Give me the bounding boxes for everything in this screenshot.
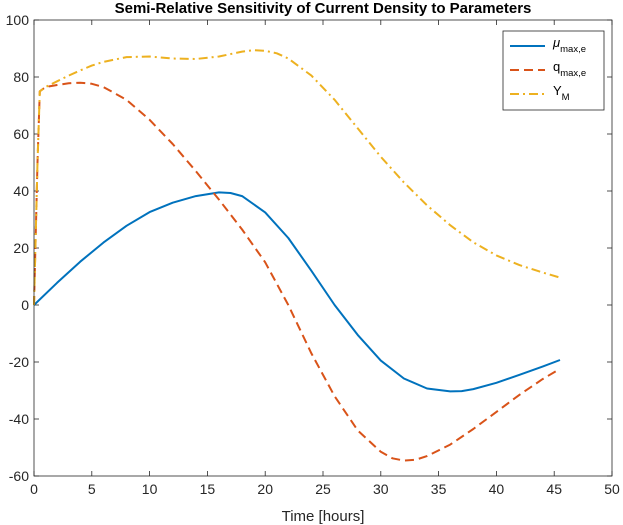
- x-tick-label: 10: [142, 481, 158, 497]
- legend-box: [502, 30, 605, 111]
- legend-label-3: YMYM: [553, 83, 570, 103]
- legend-label-1: μmax,eμmax,e: [552, 35, 586, 55]
- series-line-3: [33, 49, 561, 306]
- x-tick-label: 45: [546, 481, 562, 497]
- x-tick-label: 50: [604, 481, 620, 497]
- y-tick-label: 100: [6, 12, 30, 28]
- x-tick-label: 40: [489, 481, 505, 497]
- y-tick-label: -60: [9, 468, 29, 484]
- y-tick-label: 0: [21, 297, 29, 313]
- y-tick-label: 80: [13, 69, 29, 85]
- x-tick-label: 15: [200, 481, 216, 497]
- series-line-2: [33, 81, 561, 462]
- series-layer: [33, 49, 561, 462]
- y-tick-label: 60: [13, 126, 29, 142]
- x-tick-label: 30: [373, 481, 389, 497]
- y-tick-label: 20: [13, 240, 29, 256]
- chart-title: Semi-Relative Sensitivity of Current Den…: [115, 0, 532, 17]
- y-tick-label: -20: [9, 354, 29, 370]
- y-tick-label: 40: [13, 183, 29, 199]
- x-tick-label: 25: [315, 481, 331, 497]
- y-tick-label: -40: [9, 411, 29, 427]
- x-tick-label: 35: [431, 481, 447, 497]
- series-line-1: [33, 191, 561, 393]
- tick-layer: 0 5 10 15 20 25 30 35 40 45 50 -60 -40 -20 0 20 40 60 80 10…: [6, 12, 620, 497]
- x-tick-label: 5: [88, 481, 96, 497]
- x-tick-label: 0: [30, 481, 38, 497]
- x-axis-label: Time [hours]: [282, 508, 365, 525]
- axes-frame: [33, 19, 613, 477]
- x-tick-label: 20: [257, 481, 273, 497]
